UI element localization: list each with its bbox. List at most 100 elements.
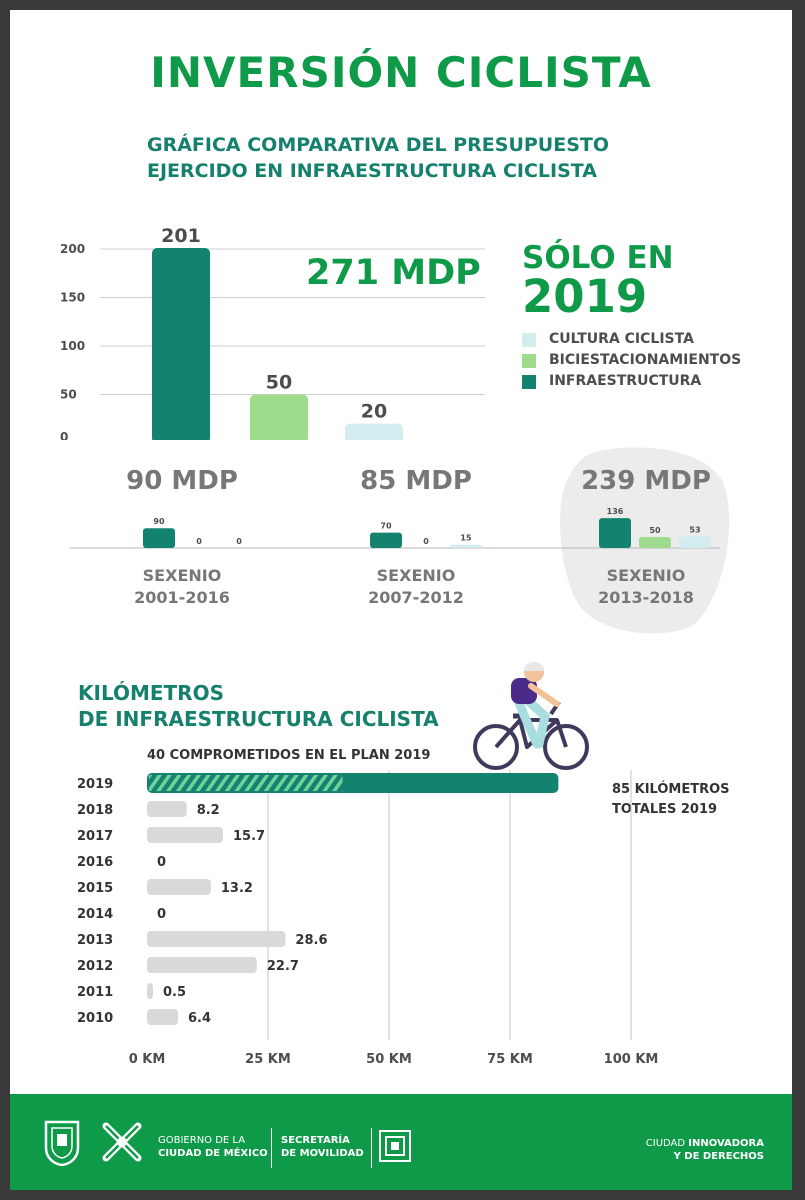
bar-km xyxy=(147,957,257,973)
bar-km-label: 28.6 xyxy=(295,933,327,948)
bar-km-label: 8.2 xyxy=(197,803,220,818)
legend-label: CULTURA CICLISTA xyxy=(549,331,694,347)
sexenio-total: 239 MDP xyxy=(581,466,711,496)
bar-km xyxy=(147,1009,178,1025)
sexenio-bar-label: 15 xyxy=(460,534,472,543)
sexenio-bar xyxy=(370,532,402,548)
sexenio-bar xyxy=(639,537,671,548)
slogan-part-b: INNOVADORA xyxy=(688,1138,764,1149)
gov-line-1: GOBIERNO DE LA xyxy=(158,1135,246,1146)
subtitle-line-1: GRÁFICA COMPARATIVA DEL PRESUPUESTO xyxy=(147,134,610,156)
x-tick-label: 75 KM xyxy=(487,1052,533,1067)
subtitle-line-2: EJERCIDO EN INFRAESTRUCTURA CICLISTA xyxy=(147,160,597,182)
year-label: 2012 xyxy=(77,959,113,974)
sexenio-bar xyxy=(450,544,482,548)
bar-cultura-ciclista xyxy=(345,423,403,440)
sexenio-label-line-2: 2013-2018 xyxy=(598,588,694,607)
x-tick-label: 0 KM xyxy=(129,1052,166,1067)
bar-km xyxy=(147,827,223,843)
bar-biciestacionamientos xyxy=(250,394,308,440)
bar-km-label: 6.4 xyxy=(188,1011,211,1026)
km-total-line-1: 85 KILÓMETROS xyxy=(612,782,730,797)
bar-km xyxy=(147,983,153,999)
footer-divider xyxy=(271,1128,272,1168)
year-label: 2011 xyxy=(77,985,113,1000)
sec-line-1: SECRETARÍA xyxy=(281,1135,350,1146)
sexenio-bar-label: 70 xyxy=(380,522,392,531)
legend-swatch xyxy=(522,333,536,347)
legend-swatch xyxy=(522,375,536,389)
sexenio-bar-label: 136 xyxy=(607,507,624,516)
bar-value-label: 201 xyxy=(161,225,201,247)
sexenio-label-line-1: SEXENIO xyxy=(606,566,686,585)
x-tick-label: 25 KM xyxy=(245,1052,291,1067)
km-title-line-1: KILÓMETROS xyxy=(78,681,224,705)
sexenio-bar-label: 90 xyxy=(153,517,165,526)
legend-label: BICIESTACIONAMIENTOS xyxy=(549,352,742,368)
km-total-line-2: TOTALES 2019 xyxy=(612,802,718,817)
sexenio-bar-label: 53 xyxy=(689,525,700,534)
bar-km-label: 0 xyxy=(157,855,166,870)
year-label: 2014 xyxy=(77,907,113,922)
cyclist-illustration xyxy=(473,662,589,770)
cdmx-logo-icon xyxy=(102,1122,142,1162)
bar-value-label: 20 xyxy=(361,401,387,423)
bar-km-label: 0.5 xyxy=(163,985,186,1000)
y-tick-label: 50 xyxy=(60,388,77,402)
sexenio-label-line-1: SEXENIO xyxy=(376,566,456,585)
bar-infraestructura xyxy=(152,248,210,440)
gov-line-2: CIUDAD DE MÉXICO xyxy=(158,1148,268,1159)
chart-subtitle: GRÁFICA COMPARATIVA DEL PRESUPUESTO EJER… xyxy=(147,132,609,184)
sexenio-bar-label: 0 xyxy=(196,537,202,546)
sexenio-bar-label: 0 xyxy=(423,537,429,546)
bar-value-label: 50 xyxy=(266,372,292,394)
km-committed-note: 40 COMPROMETIDOS EN EL PLAN 2019 xyxy=(147,748,431,763)
y-tick-label: 200 xyxy=(60,242,85,256)
total-2019-label: 271 MDP xyxy=(306,253,481,293)
bar-km xyxy=(147,879,211,895)
slogan-part-a: CIUDAD xyxy=(645,1138,689,1149)
sexenio-bar-label: 0 xyxy=(236,537,242,546)
y-tick-label: 100 xyxy=(60,339,85,353)
year-label: 2016 xyxy=(77,855,113,870)
sexenio-bar xyxy=(679,536,711,548)
footer: GOBIERNO DE LA CIUDAD DE MÉXICO SECRETAR… xyxy=(10,1094,792,1190)
y-tick-label: 0 xyxy=(60,430,68,440)
infographic-page: INVERSIÓN CICLISTA GRÁFICA COMPARATIVA D… xyxy=(10,10,792,1190)
year-label: 2013 xyxy=(77,933,113,948)
sexenio-label-line-2: 2007-2012 xyxy=(368,588,464,607)
sexenio-chart: 90 0 0 70 0 15 136 50 53 xyxy=(70,507,720,549)
bar-km xyxy=(147,931,286,947)
slogan-line-2: Y DE DERECHOS xyxy=(673,1151,764,1162)
bar-km-label: 22.7 xyxy=(267,959,299,974)
sexenio-label-line-2: 2001-2016 xyxy=(134,588,230,607)
y-tick-label: 150 xyxy=(60,291,85,305)
sexenio-label: SEXENIO 2001-2016 xyxy=(82,565,282,609)
sec-line-2: DE MOVILIDAD xyxy=(281,1148,364,1159)
bar-2019-committed xyxy=(149,775,343,791)
page-title: INVERSIÓN CICLISTA xyxy=(150,48,652,97)
highlight-line-2: 2019 xyxy=(522,270,648,323)
sexenio-label-line-1: SEXENIO xyxy=(142,566,222,585)
year-label: 2010 xyxy=(77,1011,113,1026)
coat-of-arms-icon xyxy=(44,1120,80,1166)
legend-label: INFRAESTRUCTURA xyxy=(549,373,702,389)
year-label: 2019 xyxy=(77,777,113,792)
year-label: 2017 xyxy=(77,829,113,844)
km-total-label: 85 KILÓMETROS TOTALES 2019 xyxy=(612,780,730,820)
km-chart: 0 KM 25 KM 50 KM 75 KM 100 KM 2019 2018 8.2 2017… xyxy=(77,770,658,1067)
sexenio-label: SEXENIO 2013-2018 xyxy=(546,565,746,609)
sexenio-bar-label: 50 xyxy=(649,526,661,535)
km-section-title: KILÓMETROS DE INFRAESTRUCTURA CICLISTA xyxy=(78,680,439,732)
budget-2019-chart: 0 50 100 150 200 201 50 20 xyxy=(60,225,485,440)
sexenio-bar xyxy=(599,518,631,548)
legend-swatch xyxy=(522,354,536,368)
year-label: 2015 xyxy=(77,881,113,896)
bar-km-label: 0 xyxy=(157,907,166,922)
x-tick-label: 50 KM xyxy=(366,1052,412,1067)
movilidad-emblem-icon xyxy=(379,1130,411,1162)
bar-km-label: 13.2 xyxy=(221,881,253,896)
km-title-line-2: DE INFRAESTRUCTURA CICLISTA xyxy=(78,707,439,731)
sexenio-bar xyxy=(143,528,175,548)
highlight-line-1: SÓLO EN xyxy=(522,240,674,276)
